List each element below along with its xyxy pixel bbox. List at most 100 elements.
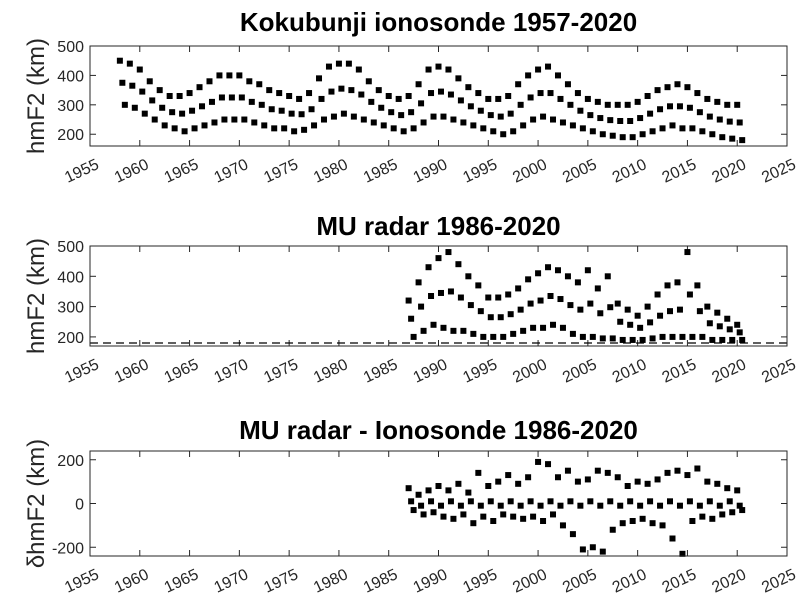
x-tick-label: 1985 xyxy=(361,156,401,186)
point xyxy=(475,282,482,289)
point xyxy=(428,90,435,97)
point xyxy=(634,312,641,319)
point xyxy=(375,87,382,94)
point xyxy=(487,498,494,505)
point xyxy=(647,319,654,326)
point xyxy=(624,101,631,108)
point xyxy=(654,291,661,298)
point xyxy=(159,104,166,111)
point xyxy=(584,267,591,274)
point xyxy=(256,81,263,88)
x-tick-label: 1960 xyxy=(112,566,152,596)
point xyxy=(706,320,713,327)
point xyxy=(686,104,693,111)
point xyxy=(497,502,504,509)
point xyxy=(470,520,477,527)
point xyxy=(674,467,681,474)
point xyxy=(540,324,547,331)
point xyxy=(644,303,651,310)
point xyxy=(171,125,178,132)
point xyxy=(457,294,464,301)
point xyxy=(554,474,561,481)
point xyxy=(674,81,681,88)
point xyxy=(726,118,733,125)
point xyxy=(709,131,716,138)
point xyxy=(647,110,654,117)
point xyxy=(460,511,467,518)
point xyxy=(149,97,156,104)
x-tick-label: 1995 xyxy=(461,566,501,596)
point xyxy=(699,513,706,520)
y-tick-label: 200 xyxy=(57,453,84,470)
point xyxy=(537,90,544,97)
point xyxy=(428,293,435,299)
y-tick-label: 500 xyxy=(57,39,84,56)
point xyxy=(589,128,596,135)
point xyxy=(146,78,153,85)
point xyxy=(589,333,596,340)
point xyxy=(201,122,208,129)
point xyxy=(609,132,616,139)
point xyxy=(594,467,601,474)
point xyxy=(567,302,574,309)
point xyxy=(428,498,435,505)
point xyxy=(679,125,686,132)
point xyxy=(517,101,524,108)
point xyxy=(477,308,484,315)
x-tick-label: 1975 xyxy=(261,566,301,596)
point xyxy=(418,303,425,310)
point xyxy=(151,116,158,123)
point xyxy=(268,106,275,113)
point xyxy=(676,502,683,509)
point xyxy=(624,483,631,489)
point xyxy=(405,485,412,492)
point xyxy=(447,91,454,98)
point xyxy=(485,294,492,301)
point xyxy=(734,101,741,108)
point xyxy=(276,90,283,97)
point xyxy=(619,336,626,343)
point xyxy=(116,57,123,64)
point xyxy=(739,137,746,144)
point xyxy=(360,116,367,123)
point xyxy=(654,476,661,483)
point xyxy=(395,95,402,102)
point xyxy=(467,103,474,110)
point xyxy=(301,126,308,133)
x-tick-label: 1990 xyxy=(411,156,451,186)
point xyxy=(410,333,417,340)
x-tick-label: 1960 xyxy=(112,356,152,386)
point xyxy=(557,296,564,303)
point xyxy=(577,306,584,313)
point xyxy=(716,116,723,123)
point xyxy=(139,88,146,95)
point xyxy=(515,285,522,292)
point xyxy=(445,487,452,494)
point xyxy=(547,293,554,299)
point xyxy=(465,273,472,280)
y-tick-label: 200 xyxy=(57,330,84,347)
x-tick-label: 1955 xyxy=(62,156,102,186)
point xyxy=(584,95,591,102)
point xyxy=(659,125,666,132)
point xyxy=(450,327,457,334)
point xyxy=(418,502,425,509)
x-tick-label: 2015 xyxy=(660,356,700,386)
point xyxy=(619,520,626,527)
point xyxy=(410,125,417,132)
point xyxy=(537,297,544,304)
point xyxy=(121,101,128,108)
point xyxy=(216,72,223,79)
point xyxy=(335,60,342,67)
point xyxy=(617,502,624,509)
point xyxy=(487,314,494,321)
axes-box xyxy=(89,450,788,557)
point xyxy=(589,544,596,551)
point xyxy=(577,107,584,114)
point xyxy=(669,122,676,129)
point xyxy=(667,498,674,505)
y-axis-label: hmF2 (km) xyxy=(23,38,50,154)
x-tick-label: 2020 xyxy=(709,156,749,186)
point xyxy=(729,135,736,142)
